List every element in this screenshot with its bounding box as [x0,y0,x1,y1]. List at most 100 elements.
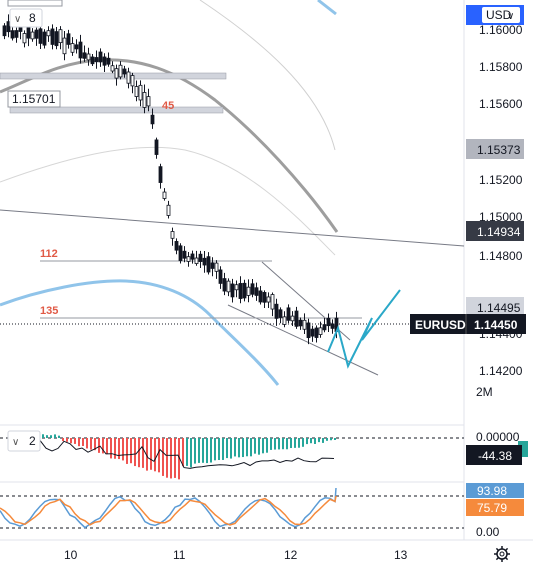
candle-body [154,139,159,155]
histogram-bar [150,438,152,470]
histogram-bar [146,438,148,471]
indicator2-scale-label: 0.00 [476,525,500,539]
histogram-bar [274,438,276,450]
price-tag-bg [466,221,524,241]
zone-rectangle-lower [9,106,224,114]
histogram-bar [234,438,236,457]
histogram-bar [258,438,260,455]
histogram-bar [206,438,208,464]
histogram-bar [246,438,248,457]
indicator1-badge[interactable] [7,430,41,452]
histogram-bar [294,438,296,448]
indicator1-value-tag [466,445,522,465]
candle-body [226,280,231,293]
top-partial-label [7,0,63,7]
x-tick-label: 11 [173,548,186,562]
trend-line-long [0,209,465,247]
histogram-bar [142,438,144,468]
histogram-bar [130,438,132,464]
ma-thin-grey-upper [199,0,336,151]
candle-body [306,322,311,339]
histogram-bar [238,438,240,458]
price-tag-value: 1.14934 [477,225,521,239]
candle-body [170,231,175,239]
histogram-bar [302,438,304,447]
histogram-bar [86,438,88,449]
candle-body [10,30,15,39]
histogram-bar [190,438,192,468]
histogram-bar [166,438,168,478]
indicator2-line-orange [0,495,337,526]
candle-body [258,290,263,303]
indicator2-line-blue [0,487,337,529]
candle-body [230,283,235,298]
candle-body [70,43,75,53]
candle-body [82,52,87,59]
candle-body [90,56,95,65]
candle-body [214,262,219,272]
candle-body [118,64,123,78]
histogram-bar [226,438,228,459]
histogram-bar [186,438,188,466]
candle-body [94,57,99,63]
histogram-bar [314,438,316,444]
histogram-bar [162,438,164,476]
histogram-bar [218,438,220,461]
y-tick-label: 1.15200 [479,173,523,187]
histogram-bar [114,438,116,459]
y-tick-label: 1.14200 [479,364,523,378]
histogram-bar [50,435,52,438]
histogram-bar [334,438,336,440]
candle-body [38,28,43,44]
candle-body [210,262,215,269]
histogram-bar [254,438,256,454]
candle-body [122,68,127,75]
histogram-bar [158,438,160,473]
price-tag-bg [466,139,524,159]
histogram-bar [310,438,312,444]
indicator1-value: -44.38 [478,449,512,463]
histogram-bar [154,438,156,472]
candle-body [162,191,167,199]
channel-line-lower [227,304,379,376]
price-tag-value: 1.15373 [477,143,521,157]
indicator1-signal-line [9,434,335,469]
candle-body [266,296,271,303]
candle-body [242,282,247,299]
candle-body [126,71,131,84]
candle-body [86,53,91,61]
histogram-bar [90,438,92,450]
candle-body [102,56,107,66]
histogram-bar [326,438,328,441]
histogram-bar [118,438,120,460]
histogram-bar [74,438,76,444]
candle-body [50,28,55,45]
candle-body [274,303,279,319]
candle-body [138,84,143,101]
histogram-bar [110,438,112,459]
candles-group [2,14,339,345]
currency-button-label: USD [486,8,512,22]
settings-gear-icon[interactable] [494,546,510,562]
candle-body [294,310,299,327]
currency-dropdown-chevron-icon: ∨ [507,11,514,22]
histogram-bar [250,438,252,457]
overlay-badge[interactable] [9,8,43,28]
candle-body [222,278,227,292]
indicator2-blue-tag [466,483,524,498]
ma-thin-grey-middle [0,146,336,256]
overlay-badge-count: 8 [29,11,36,25]
histogram-bar [70,438,72,444]
histogram-bar [230,438,232,459]
indicator2-orange-tag [466,499,524,516]
candle-body [58,29,63,44]
histogram-bar [138,438,140,468]
indicator1-chevron-icon: ∨ [12,437,19,448]
candle-body [262,292,267,303]
candle-body [98,51,103,63]
histogram-bar [242,438,244,458]
histogram-bar [262,438,264,454]
histogram-bar [42,434,44,438]
currency-button[interactable] [482,7,520,23]
